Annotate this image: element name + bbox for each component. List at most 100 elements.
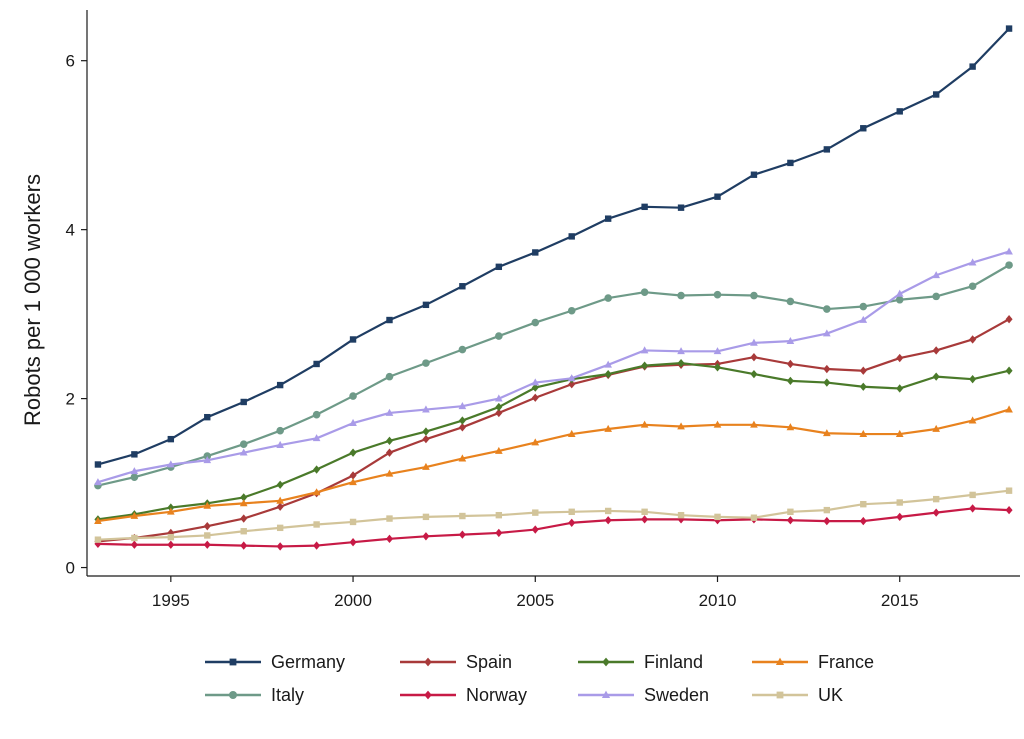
point-france-1995 <box>166 507 175 515</box>
point-sweden-2018 <box>1005 247 1013 255</box>
point-italy-2015 <box>895 295 904 304</box>
point-sweden-2009 <box>677 347 685 355</box>
point-sweden-2016 <box>932 271 941 279</box>
point-sweden-2011 <box>750 338 758 346</box>
legend-label-spain: Spain <box>466 652 512 672</box>
series-spain <box>94 315 1013 546</box>
legend-label-finland: Finland <box>644 652 703 672</box>
series-line-france <box>97 408 1010 523</box>
series-line-spain <box>97 318 1010 543</box>
point-sweden-2003 <box>458 402 467 410</box>
point-france-2015 <box>895 429 904 437</box>
point-norway-2007 <box>604 516 612 525</box>
point-sweden-2007 <box>604 360 613 368</box>
point-norway-1999 <box>313 541 321 550</box>
point-germany-2014 <box>860 125 867 132</box>
point-germany-2007 <box>604 215 612 222</box>
point-uk-1995 <box>167 533 175 541</box>
point-finland-2009 <box>677 358 685 368</box>
point-spain-2004 <box>495 408 503 418</box>
point-germany-2005 <box>532 249 539 256</box>
y-axis-title: Robots per 1 000 workers <box>20 174 45 426</box>
legend-item-sweden: Sweden <box>578 685 709 705</box>
point-france-2010 <box>713 420 722 428</box>
point-italy-1997 <box>239 440 248 449</box>
point-sweden-2001 <box>385 408 394 416</box>
point-uk-1998 <box>276 524 284 532</box>
point-uk-2007 <box>604 507 612 515</box>
legend-label-norway: Norway <box>466 685 527 705</box>
point-sweden-1998 <box>276 440 285 448</box>
point-finland-2017 <box>969 375 977 384</box>
point-norway-1997 <box>240 541 248 550</box>
point-italy-2004 <box>495 332 503 340</box>
point-norway-2015 <box>896 512 904 522</box>
point-spain-2013 <box>823 364 831 374</box>
point-finland-2002 <box>422 427 430 436</box>
point-france-2018 <box>1005 405 1013 413</box>
point-germany-1997 <box>240 398 247 406</box>
point-italy-1998 <box>276 426 284 435</box>
point-italy-1999 <box>312 410 321 419</box>
point-norway-1995 <box>167 540 175 549</box>
point-finland-2016 <box>932 372 940 381</box>
legend-swatch-marker-norway <box>424 690 432 700</box>
point-uk-2018 <box>1005 487 1013 494</box>
x-tick-label-2010: 2010 <box>699 591 737 610</box>
point-france-2007 <box>604 424 613 432</box>
point-germany-2002 <box>422 301 430 309</box>
point-finland-2014 <box>859 382 867 391</box>
point-spain-2015 <box>896 353 904 363</box>
point-norway-2002 <box>422 532 430 541</box>
x-tick-label-1995: 1995 <box>152 591 190 610</box>
point-germany-2017 <box>969 63 976 70</box>
legend-item-france: France <box>752 652 874 672</box>
point-finland-2004 <box>495 402 503 412</box>
point-france-2000 <box>349 478 357 486</box>
point-finland-2000 <box>349 448 357 457</box>
axes: 0 2 4 6 1995 2000 2005 2010 2015 Robots per 1 0… <box>20 10 1020 610</box>
point-spain-2018 <box>1005 315 1013 324</box>
legend: Germany Spain Finland France Italy Norway Swed… <box>205 652 874 705</box>
point-norway-2006 <box>568 518 576 527</box>
point-sweden-1995 <box>166 460 175 468</box>
point-uk-2008 <box>641 508 648 515</box>
point-italy-2017 <box>968 282 977 291</box>
point-france-1997 <box>239 499 248 507</box>
point-uk-2015 <box>896 499 903 506</box>
point-norway-2008 <box>641 515 649 524</box>
point-germany-2000 <box>349 336 357 343</box>
point-finland-2005 <box>531 383 539 392</box>
series-germany <box>94 25 1013 468</box>
point-spain-2011 <box>750 353 758 362</box>
point-germany-2016 <box>932 91 940 98</box>
point-uk-1999 <box>313 521 320 528</box>
point-norway-2001 <box>385 534 394 543</box>
point-spain-2006 <box>568 380 576 389</box>
point-italy-2012 <box>786 297 795 306</box>
series-sweden <box>94 247 1013 486</box>
point-sweden-1997 <box>239 448 248 456</box>
point-sweden-2012 <box>786 336 795 345</box>
point-uk-2004 <box>495 511 503 519</box>
point-italy-2008 <box>640 288 649 296</box>
legend-label-italy: Italy <box>271 685 304 705</box>
point-france-2011 <box>750 420 758 428</box>
point-finland-2008 <box>641 361 649 370</box>
point-italy-2007 <box>604 294 612 302</box>
point-norway-2017 <box>969 504 977 513</box>
point-germany-1996 <box>204 413 211 421</box>
point-italy-2018 <box>1005 261 1013 269</box>
point-germany-2018 <box>1005 25 1013 32</box>
legend-swatch-marker-uk <box>776 691 784 699</box>
point-norway-2018 <box>1005 505 1013 515</box>
legend-label-uk: UK <box>818 685 843 705</box>
series-line-finland <box>97 362 1010 521</box>
point-france-2004 <box>494 446 503 454</box>
point-uk-1996 <box>204 532 211 539</box>
point-uk-2009 <box>677 511 685 519</box>
point-spain-2017 <box>969 335 977 344</box>
point-italy-2009 <box>677 291 685 300</box>
point-italy-2010 <box>713 290 722 299</box>
point-norway-1996 <box>203 540 211 549</box>
